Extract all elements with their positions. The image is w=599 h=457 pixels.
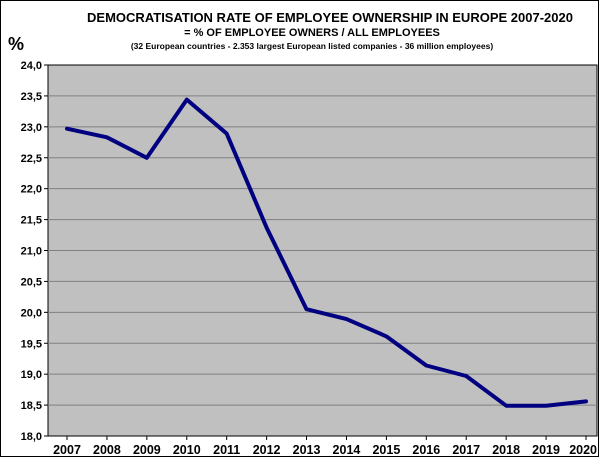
y-tick-label: 19,5 xyxy=(21,338,42,350)
y-tick-label: 20,0 xyxy=(21,307,42,319)
data-point xyxy=(185,98,188,101)
data-point xyxy=(225,132,228,135)
x-tick-label: 2014 xyxy=(333,443,361,457)
x-tick-label: 2008 xyxy=(93,443,121,457)
x-tick-label: 2007 xyxy=(53,443,81,457)
x-tick-label: 2017 xyxy=(452,443,480,457)
data-point xyxy=(385,335,388,338)
x-tick-label: 2018 xyxy=(492,443,520,457)
y-tick-label: 18,5 xyxy=(21,400,42,412)
x-tick-label: 2012 xyxy=(253,443,281,457)
data-point xyxy=(425,364,428,367)
data-point xyxy=(66,127,69,130)
data-point xyxy=(265,226,268,229)
data-point xyxy=(145,156,148,159)
x-tick-label: 2011 xyxy=(213,443,240,457)
x-tick-label: 2009 xyxy=(133,443,161,457)
data-point xyxy=(305,308,308,311)
y-tick-label: 20,5 xyxy=(21,276,42,288)
data-point xyxy=(505,404,508,407)
data-point xyxy=(105,136,108,139)
data-point xyxy=(465,375,468,378)
x-tick-label: 2020 xyxy=(569,443,597,457)
x-tick-label: 2010 xyxy=(173,443,201,457)
y-tick-label: 18,0 xyxy=(21,431,42,443)
chart-title: DEMOCRATISATION RATE OF EMPLOYEE OWNERSH… xyxy=(87,10,573,25)
x-tick-label: 2019 xyxy=(532,443,560,457)
x-tick-label: 2013 xyxy=(293,443,321,457)
chart-subtitle: = % OF EMPLOYEE OWNERS / ALL EMPLOYEES xyxy=(184,27,440,39)
x-tick-label: 2016 xyxy=(412,443,440,457)
y-axis-unit-label: % xyxy=(8,34,24,54)
y-tick-label: 21,5 xyxy=(21,215,42,227)
y-tick-label: 24,0 xyxy=(21,60,42,72)
x-tick-label: 2015 xyxy=(372,443,400,457)
data-point xyxy=(345,318,348,321)
data-point xyxy=(585,400,588,403)
y-tick-label: 21,0 xyxy=(21,246,42,258)
y-tick-label: 23,0 xyxy=(21,122,42,134)
y-tick-label: 19,0 xyxy=(21,369,42,381)
data-point xyxy=(545,404,548,407)
y-tick-label: 23,5 xyxy=(21,91,42,103)
y-tick-label: 22,5 xyxy=(21,153,42,165)
chart-note: (32 European countries - 2.353 largest E… xyxy=(131,41,493,51)
y-tick-label: 22,0 xyxy=(21,184,42,196)
